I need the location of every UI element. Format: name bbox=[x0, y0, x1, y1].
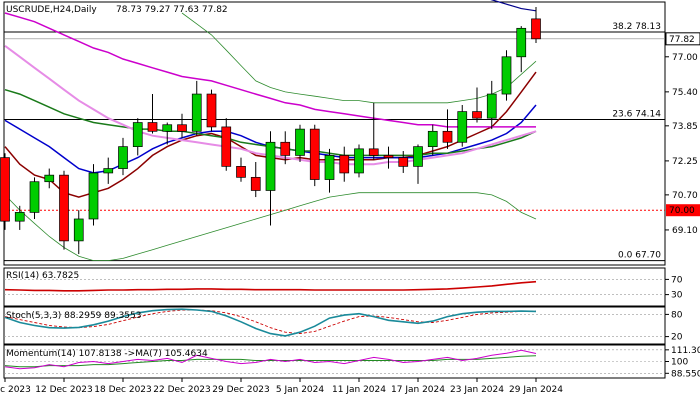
candle-body bbox=[265, 141, 276, 191]
candle-body bbox=[339, 155, 350, 174]
stoch-d-line bbox=[4, 309, 537, 335]
rsi-frame bbox=[3, 267, 666, 307]
candle-body bbox=[250, 176, 261, 191]
candle-body bbox=[88, 172, 99, 220]
stoch-tick-label: 20 bbox=[671, 333, 683, 343]
x-tick-label: 18 Dec 2023 bbox=[94, 385, 152, 395]
candle-body bbox=[103, 168, 114, 174]
candle-body bbox=[221, 126, 232, 167]
x-tick-label: 6 Dec 2023 bbox=[0, 385, 31, 395]
price-tick-label: 77.00 bbox=[672, 53, 698, 63]
x-tick-label: 5 Jan 2024 bbox=[276, 385, 324, 395]
candle-body bbox=[44, 174, 55, 183]
candle-body bbox=[427, 130, 438, 148]
candle-body bbox=[73, 218, 84, 242]
x-tick-label: 12 Dec 2023 bbox=[35, 385, 93, 395]
candle-body bbox=[0, 157, 10, 222]
ohlc-label: 78.73 79.27 77.63 77.82 bbox=[116, 5, 228, 15]
candle-body bbox=[206, 93, 217, 128]
momentum-ma-line bbox=[4, 355, 537, 368]
momentum-frame bbox=[3, 344, 666, 379]
candle-body bbox=[29, 181, 40, 213]
stoch-frame bbox=[3, 306, 666, 345]
candle-body bbox=[413, 146, 423, 167]
stoch-tick-label: 80 bbox=[671, 310, 683, 320]
candle-body bbox=[236, 166, 246, 178]
momentum-tick-label: 100 bbox=[671, 358, 688, 368]
candle-body bbox=[472, 111, 482, 119]
candle-body bbox=[383, 155, 394, 158]
momentum-tick-label: 111.3076 bbox=[671, 346, 700, 356]
x-tick-label: 29 Dec 2023 bbox=[212, 385, 270, 395]
candle-body bbox=[132, 122, 143, 147]
rsi-tick-label: 70 bbox=[671, 275, 683, 285]
candle-body bbox=[147, 122, 158, 132]
x-tick-label: 23 Jan 2024 bbox=[450, 385, 504, 395]
candle-body bbox=[59, 174, 69, 242]
price-tick-label: 72.25 bbox=[672, 157, 698, 167]
price-frame bbox=[3, 1, 666, 266]
overlay-line bbox=[490, 0, 537, 12]
stoch-k-line bbox=[4, 308, 537, 337]
stoch-label: Stoch(5,3,3) 88.2959 89.3553 bbox=[6, 311, 141, 321]
x-tick-label: 29 Jan 2024 bbox=[509, 385, 563, 395]
candle-body bbox=[354, 148, 364, 174]
price-tick-label: 69.10 bbox=[672, 226, 698, 236]
candle-body bbox=[309, 128, 320, 180]
rsi-panel: 70 30 bbox=[3, 267, 683, 307]
price-tick-label: 75.40 bbox=[672, 88, 698, 98]
candle-body bbox=[191, 93, 202, 132]
x-tick-label: 17 Jan 2024 bbox=[391, 385, 445, 395]
price-panel: 77.00 75.40 73.85 72.25 70.70 69.10 38.2 78.13… bbox=[0, 0, 700, 266]
momentum-line bbox=[4, 349, 537, 370]
x-tick-label: 22 Dec 2023 bbox=[153, 385, 211, 395]
candle-body bbox=[516, 27, 527, 58]
candle-body bbox=[486, 93, 497, 119]
current-price-box bbox=[665, 32, 700, 46]
rsi-line bbox=[4, 280, 537, 292]
candle-body bbox=[295, 128, 305, 156]
candle-body bbox=[531, 18, 541, 40]
momentum-tick-label: 88.5508 bbox=[671, 369, 700, 379]
candle-body bbox=[177, 124, 187, 132]
candle-body bbox=[14, 212, 25, 222]
chart-labels: USCRUDE,H24,Daily 78.73 79.27 77.63 77.8… bbox=[6, 5, 228, 359]
symbol-label: USCRUDE,H24,Daily bbox=[6, 5, 97, 15]
candle-body bbox=[442, 130, 453, 143]
momentum-label: Momentum(14) 107.8138 ->MA(7) 105.4634 bbox=[6, 349, 208, 359]
stoch-panel: 80 20 bbox=[3, 306, 683, 345]
candle-body bbox=[368, 148, 379, 156]
current-price-label: 77.82 bbox=[669, 35, 695, 45]
candle-body bbox=[324, 155, 335, 180]
price-tick-label: 70.70 bbox=[672, 191, 698, 201]
x-tick-label: 11 Jan 2024 bbox=[332, 385, 386, 395]
marked-level-label: 70.00 bbox=[669, 206, 695, 216]
candle-body bbox=[280, 141, 291, 156]
candle-body bbox=[501, 56, 512, 95]
price-tick-label: 73.85 bbox=[672, 122, 698, 132]
rsi-tick-label: 30 bbox=[671, 291, 683, 301]
fib-label: 23.6 74.14 bbox=[612, 109, 661, 119]
candle-body bbox=[457, 111, 468, 143]
candle-body bbox=[162, 124, 173, 132]
candle-body bbox=[118, 146, 128, 169]
marked-level-box bbox=[666, 204, 700, 217]
fib-label: 0.0 67.70 bbox=[618, 251, 661, 261]
rsi-label: RSI(14) 63.7825 bbox=[6, 271, 79, 281]
candle-body bbox=[398, 157, 409, 167]
fib-label: 38.2 78.13 bbox=[612, 22, 661, 32]
